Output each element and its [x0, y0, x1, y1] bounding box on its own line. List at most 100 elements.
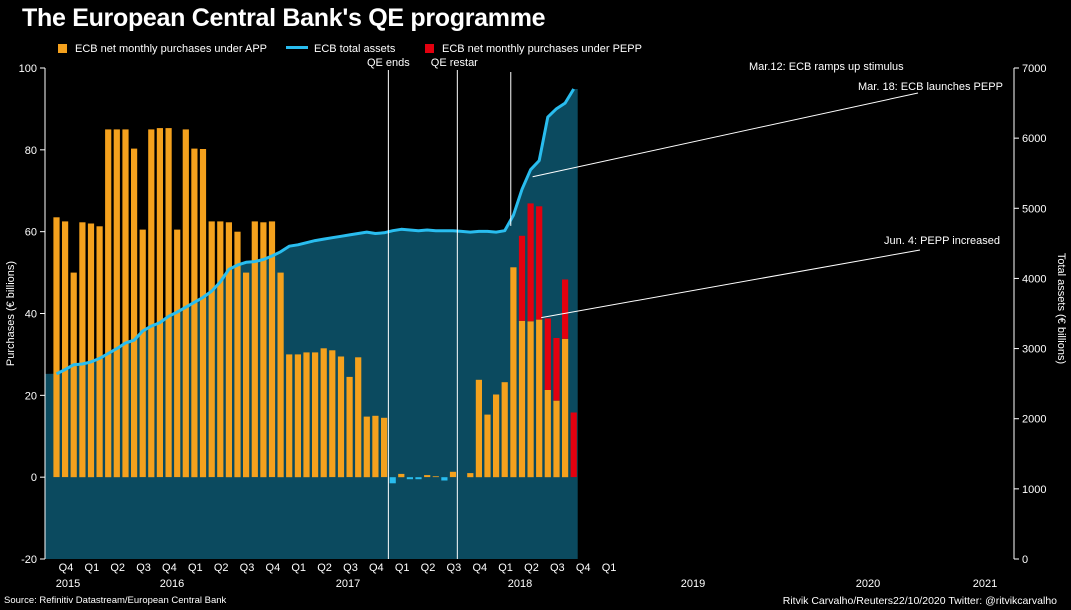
- y-tick-label: 0: [31, 472, 37, 484]
- bar-pepp: [562, 279, 569, 339]
- bar-app: [148, 129, 155, 478]
- bar-app-negative: [406, 477, 413, 480]
- bar-app: [260, 222, 267, 478]
- chart-title: The European Central Bank's QE programme: [22, 4, 546, 32]
- bar-app: [493, 394, 500, 478]
- bar-pepp: [553, 338, 560, 401]
- x-quarter-label: Q4: [472, 562, 487, 574]
- x-quarter-label: Q1: [85, 562, 100, 574]
- credit-note: Ritvik Carvalho/Reuters22/10/2020 Twitte…: [782, 595, 1057, 607]
- x-quarter-label: Q4: [576, 562, 591, 574]
- x-quarter-label: Q2: [421, 562, 436, 574]
- bar-app: [268, 221, 276, 478]
- bar-app: [432, 476, 439, 478]
- bar-app: [113, 129, 120, 478]
- bar-app-negative: [441, 477, 448, 481]
- y-tick-label: 60: [25, 227, 37, 239]
- legend-app: ECB net monthly purchases under APP: [58, 43, 267, 55]
- plot-area: -200204060801000100020003000400050006000…: [5, 57, 1067, 590]
- bar-app: [234, 231, 241, 478]
- y2-tick-label: 7000: [1022, 63, 1046, 75]
- bar-app: [79, 222, 86, 478]
- bar-app: [165, 128, 172, 478]
- bar-app-negative: [389, 477, 396, 484]
- x-quarter-label: Q3: [136, 562, 151, 574]
- x-year-label: 2017: [336, 578, 360, 590]
- y-tick-label: 40: [25, 309, 37, 321]
- x-quarter-label: Q3: [343, 562, 358, 574]
- y2-axis-title: Total assets (€ billions): [1055, 253, 1067, 364]
- annotation-mar18: Mar. 18: ECB launches PEPP: [858, 81, 1003, 93]
- bar-app: [251, 221, 258, 478]
- bar-app: [475, 379, 482, 478]
- y-tick-label: -20: [21, 554, 37, 566]
- bar-app: [243, 272, 250, 478]
- bar-pepp: [527, 203, 534, 322]
- legend-assets: ECB total assets: [286, 43, 395, 55]
- bar-app: [191, 148, 198, 478]
- bar-pepp: [570, 412, 577, 478]
- source-note: Source: Refinitiv Datastream/European Ce…: [4, 595, 227, 606]
- bar-app: [96, 226, 103, 478]
- bar-app: [131, 148, 138, 478]
- bar-app: [372, 415, 379, 478]
- y-axis-title: Purchases (€ billions): [5, 261, 17, 366]
- x-quarter-label: Q4: [369, 562, 384, 574]
- y-tick-label: 20: [25, 390, 37, 402]
- x-quarter-label: Q3: [550, 562, 565, 574]
- y2-tick-label: 5000: [1022, 203, 1046, 215]
- y2-tick-label: 2000: [1022, 414, 1046, 426]
- bar-app: [277, 272, 284, 478]
- bar-app: [70, 272, 77, 478]
- bar-app: [544, 390, 551, 478]
- bar-app: [105, 129, 112, 478]
- x-year-label: 2016: [160, 578, 184, 590]
- bar-app: [553, 400, 560, 478]
- bar-app: [355, 357, 362, 478]
- bar-app: [174, 229, 181, 478]
- bar-app: [381, 417, 388, 478]
- x-year-label: 2015: [56, 578, 80, 590]
- x-quarter-label: Q2: [110, 562, 125, 574]
- bar-app: [286, 354, 293, 478]
- bar-app: [62, 221, 69, 478]
- y-tick-label: 100: [19, 63, 37, 75]
- bar-app: [449, 471, 457, 478]
- y2-tick-label: 0: [1022, 554, 1028, 566]
- legend-swatch-app: [58, 44, 67, 53]
- bar-app: [346, 376, 353, 478]
- x-quarter-label: Q3: [447, 562, 462, 574]
- annotation-qe-restart: QE restar: [431, 57, 478, 69]
- annotation-mar12: Mar.12: ECB ramps up stimulus: [749, 61, 904, 73]
- bar-app: [337, 356, 345, 478]
- y2-tick-label: 4000: [1022, 273, 1046, 285]
- bar-app: [518, 320, 526, 478]
- bar-app: [329, 350, 336, 478]
- x-year-label: 2021: [973, 578, 997, 590]
- legend-swatch-assets: [286, 46, 308, 49]
- bar-app: [484, 414, 491, 478]
- annotation-qe-ends: QE ends: [367, 57, 410, 69]
- bar-app-negative: [415, 477, 422, 480]
- bar-app: [182, 129, 189, 478]
- x-quarter-label: Q1: [395, 562, 410, 574]
- bar-app: [122, 129, 129, 478]
- x-quarter-label: Q1: [602, 562, 617, 574]
- legend-label-app: ECB net monthly purchases under APP: [75, 43, 267, 55]
- bar-pepp: [518, 235, 526, 321]
- bar-pepp: [536, 206, 543, 320]
- y2-tick-label: 1000: [1022, 484, 1046, 496]
- bar-app: [139, 229, 146, 478]
- bar-app: [467, 473, 474, 478]
- bar-app: [312, 352, 319, 478]
- y2-tick-label: 3000: [1022, 344, 1046, 356]
- y-tick-label: 80: [25, 145, 37, 157]
- mar18-line: [532, 92, 919, 178]
- assets-line: [55, 88, 575, 376]
- bar-app: [501, 382, 508, 478]
- x-quarter-label: Q1: [291, 562, 306, 574]
- x-year-label: 2020: [856, 578, 880, 590]
- bar-app: [320, 348, 327, 478]
- legend-label-assets: ECB total assets: [314, 43, 396, 55]
